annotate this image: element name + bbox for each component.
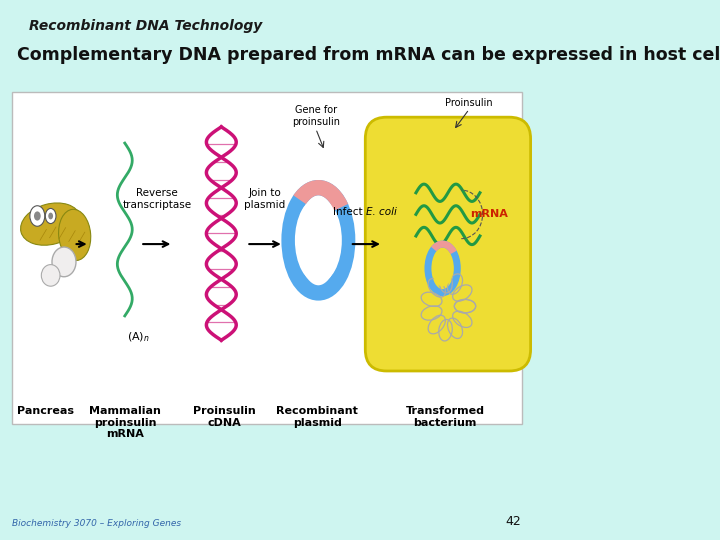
Ellipse shape xyxy=(432,251,454,286)
Text: Complementary DNA prepared from mRNA can be expressed in host cells:: Complementary DNA prepared from mRNA can… xyxy=(17,46,720,64)
Text: Mammalian
proinsulin
mRNA: Mammalian proinsulin mRNA xyxy=(89,406,161,439)
Ellipse shape xyxy=(52,247,76,276)
Text: Proinsulin
cDNA: Proinsulin cDNA xyxy=(192,406,256,428)
FancyBboxPatch shape xyxy=(12,92,521,424)
Ellipse shape xyxy=(58,210,91,260)
Text: Proinsulin: Proinsulin xyxy=(446,98,493,108)
Text: Pancreas: Pancreas xyxy=(17,406,74,416)
Text: Reverse
transcriptase: Reverse transcriptase xyxy=(122,188,192,210)
Text: Gene for
proinsulin: Gene for proinsulin xyxy=(292,105,340,127)
Text: Infect: Infect xyxy=(333,207,366,217)
Ellipse shape xyxy=(30,206,45,226)
Text: 42: 42 xyxy=(505,515,521,528)
Ellipse shape xyxy=(45,208,56,224)
Text: Biochemistry 3070 – Exploring Genes: Biochemistry 3070 – Exploring Genes xyxy=(12,519,181,528)
FancyBboxPatch shape xyxy=(365,117,531,371)
Ellipse shape xyxy=(34,211,41,221)
Text: (A)$_n$: (A)$_n$ xyxy=(127,330,150,344)
Ellipse shape xyxy=(21,203,81,245)
Text: Recombinant
plasmid: Recombinant plasmid xyxy=(276,406,359,428)
Text: E. coli: E. coli xyxy=(366,207,397,217)
Text: Join to
plasmid: Join to plasmid xyxy=(244,188,286,210)
Text: Transformed
bacterium: Transformed bacterium xyxy=(406,406,485,428)
Ellipse shape xyxy=(48,213,53,219)
Text: Recombinant DNA Technology: Recombinant DNA Technology xyxy=(30,19,263,33)
Ellipse shape xyxy=(41,265,60,286)
Ellipse shape xyxy=(295,198,342,283)
Text: mRNA: mRNA xyxy=(471,210,508,219)
